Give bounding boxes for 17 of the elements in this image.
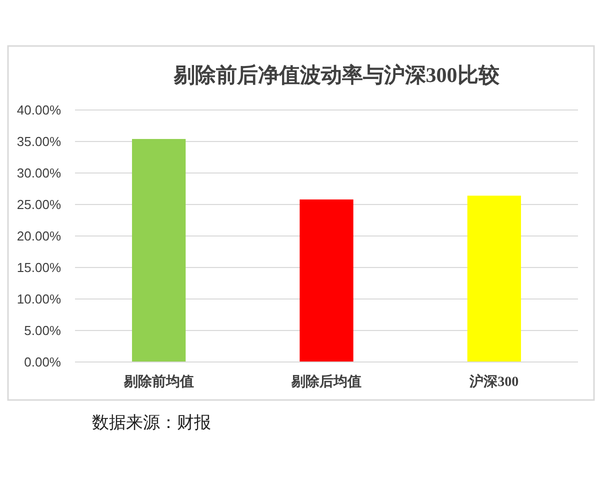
y-tick-label: 10.00% xyxy=(16,292,62,307)
bar xyxy=(467,196,521,362)
y-tick-label: 15.00% xyxy=(16,260,62,276)
bar xyxy=(300,199,354,362)
y-tick-label: 30.00% xyxy=(16,166,62,181)
y-tick-label: 0.00% xyxy=(24,354,62,370)
bar xyxy=(132,138,186,362)
x-tick-label: 沪深300 xyxy=(468,373,519,390)
y-tick-label: 5.00% xyxy=(24,323,62,338)
x-tick-label: 剔除后均值 xyxy=(290,373,362,390)
y-tick-label: 40.00% xyxy=(16,102,62,118)
y-tick-label: 35.00% xyxy=(16,134,62,150)
y-tick-label: 20.00% xyxy=(16,228,62,244)
chart-title: 剔除前后净值波动率与沪深300比较 xyxy=(172,63,500,87)
x-tick-label: 剔除前均值 xyxy=(122,374,194,390)
source-note: 数据来源：财报 xyxy=(92,413,211,432)
y-tick-label: 25.00% xyxy=(16,197,62,212)
